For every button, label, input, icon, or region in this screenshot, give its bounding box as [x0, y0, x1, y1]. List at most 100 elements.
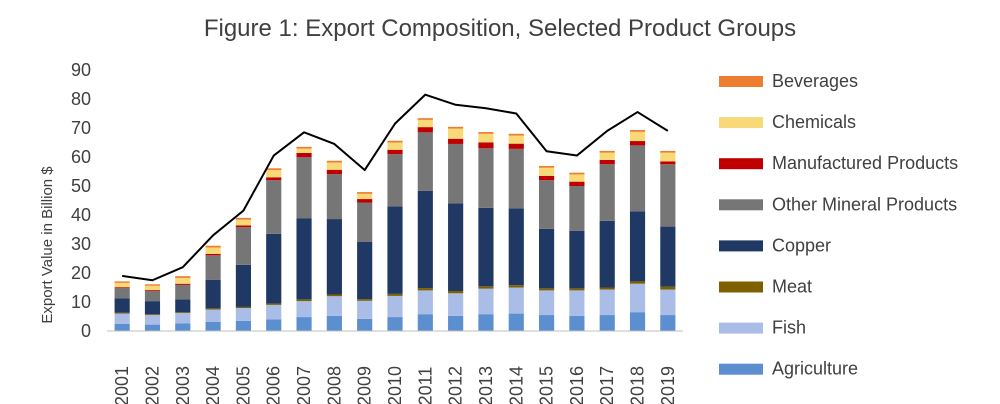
- bar-segment-meat: [326, 294, 342, 297]
- bar-segment-meat: [387, 293, 403, 296]
- legend-swatch: [719, 240, 763, 252]
- bar-segment-other-mineral-products: [144, 290, 161, 302]
- legend: Beverages Chemicals Manufactured Products O…: [719, 71, 958, 379]
- x-tick-label: 2014: [506, 366, 526, 404]
- bar-segment-beverages: [448, 126, 464, 129]
- bar-segment-agriculture: [599, 315, 615, 331]
- bar-segment-copper: [266, 233, 282, 304]
- bar-segment-chemicals: [114, 282, 130, 288]
- stacked-bars: [114, 118, 676, 331]
- bar-segment-manufactured-products: [539, 175, 555, 181]
- bar-segment-chemicals: [629, 131, 646, 142]
- bar-segment-other-mineral-products: [326, 174, 342, 220]
- bar-segment-beverages: [114, 281, 130, 283]
- y-tick-label: 80: [71, 89, 91, 109]
- x-tick-label: 2018: [628, 366, 648, 404]
- bar-segment-fish: [235, 308, 251, 321]
- bar-segment-manufactured-products: [569, 181, 585, 186]
- y-tick-label: 60: [71, 147, 91, 167]
- bar-segment-copper: [357, 241, 373, 300]
- legend-swatch: [719, 281, 763, 293]
- x-tick-label: 2002: [142, 366, 162, 404]
- legend-label: Manufactured Products: [772, 153, 958, 173]
- bar-segment-agriculture: [144, 324, 161, 331]
- bar-segment-beverages: [357, 192, 373, 194]
- bar-segment-agriculture: [175, 323, 191, 331]
- bar-segment-meat: [539, 288, 555, 291]
- y-tick-label: 30: [71, 234, 91, 254]
- bar-segment-fish: [114, 313, 130, 324]
- y-tick-label: 90: [71, 60, 91, 80]
- bar-segment-chemicals: [235, 219, 251, 226]
- y-axis-ticks: 0 10 20 30 40 50 60 70 80 90: [71, 60, 91, 341]
- bar-segment-meat: [205, 308, 221, 310]
- bar-segment-beverages: [175, 276, 191, 278]
- bar-segment-agriculture: [114, 323, 130, 331]
- bar-segment-chemicals: [569, 174, 585, 182]
- bar-segment-other-mineral-products: [296, 157, 312, 219]
- bar-segment-fish: [144, 315, 161, 325]
- bar-segment-copper: [478, 207, 494, 287]
- bar-segment-beverages: [326, 160, 342, 163]
- bar-segment-other-mineral-products: [569, 186, 585, 231]
- bar-segment-meat: [144, 314, 161, 316]
- bar-segment-beverages: [599, 150, 615, 153]
- bar-segment-manufactured-products: [387, 149, 403, 155]
- bar-segment-manufactured-products: [266, 177, 282, 181]
- bar-segment-meat: [357, 299, 373, 301]
- bar-segment-meat: [417, 288, 433, 291]
- x-tick-label: 2004: [203, 366, 223, 404]
- bar-segment-agriculture: [296, 317, 312, 331]
- bar-segment-agriculture: [660, 315, 676, 331]
- bar-segment-manufactured-products: [357, 199, 373, 203]
- bar-segment-fish: [539, 290, 555, 316]
- y-tick-label: 0: [81, 321, 91, 341]
- total-export-line: [122, 93, 669, 282]
- bar-segment-copper: [205, 279, 221, 309]
- bar-segment-meat: [478, 286, 494, 289]
- bar-segment-chemicals: [266, 170, 282, 178]
- x-tick-label: 2005: [233, 366, 253, 404]
- bar-segment-meat: [599, 287, 615, 290]
- bar-segment-copper: [114, 298, 130, 313]
- bar-segment-meat: [629, 281, 646, 284]
- bar-segment-fish: [478, 288, 494, 315]
- bar-segment-agriculture: [235, 320, 251, 331]
- legend-swatch: [719, 322, 763, 334]
- bar-segment-chemicals: [478, 133, 494, 143]
- bar-segment-manufactured-products: [448, 138, 464, 144]
- bar-segment-other-mineral-products: [266, 180, 282, 234]
- bar-segment-manufactured-products: [296, 152, 312, 158]
- bar-segment-copper: [175, 299, 191, 313]
- bar-segment-manufactured-products: [660, 161, 676, 165]
- legend-swatch: [719, 363, 763, 375]
- y-tick-label: 50: [71, 176, 91, 196]
- bar-segment-fish: [569, 290, 585, 316]
- bar-segment-other-mineral-products: [478, 148, 494, 208]
- bar-segment-beverages: [508, 133, 524, 136]
- legend-swatch: [719, 199, 763, 211]
- bar-segment-fish: [326, 296, 342, 316]
- bar-segment-manufactured-products: [326, 169, 342, 175]
- bar-segment-agriculture: [205, 321, 221, 331]
- bar-segment-fish: [448, 293, 464, 316]
- bar-segment-meat: [266, 303, 282, 305]
- x-tick-label: 2008: [324, 366, 344, 404]
- bar-segment-fish: [387, 295, 403, 318]
- bar-segment-other-mineral-products: [629, 145, 646, 212]
- bar-segment-copper: [417, 190, 433, 289]
- legend-label: Agriculture: [772, 359, 858, 379]
- bar-segment-other-mineral-products: [387, 154, 403, 207]
- bar-segment-agriculture: [629, 312, 646, 331]
- x-tick-label: 2010: [385, 366, 405, 404]
- bar-segment-agriculture: [539, 315, 555, 331]
- bar-segment-other-mineral-products: [235, 227, 251, 265]
- bar-segment-meat: [569, 288, 585, 291]
- bar-segment-chemicals: [660, 152, 676, 162]
- bar-segment-fish: [508, 287, 524, 314]
- bar-segment-beverages: [417, 118, 433, 120]
- x-tick-label: 2019: [658, 366, 678, 404]
- bar-segment-meat: [508, 285, 524, 288]
- bar-segment-meat: [448, 290, 464, 294]
